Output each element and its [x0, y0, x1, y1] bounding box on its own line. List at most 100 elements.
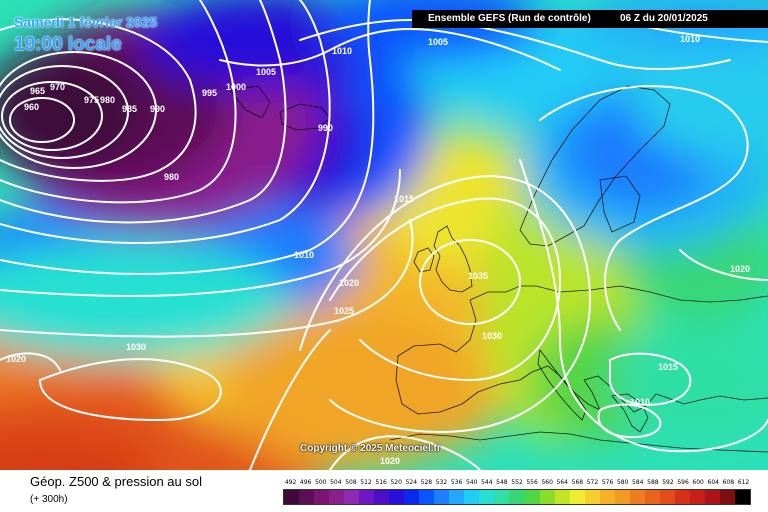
legend-swatch — [494, 490, 510, 504]
legend-swatch — [614, 490, 630, 504]
legend-swatch — [449, 490, 465, 504]
legend-swatch — [539, 490, 555, 504]
legend-swatch — [359, 490, 375, 504]
legend-level-label: 612 — [737, 479, 750, 486]
legend-level-label: 576 — [601, 479, 614, 486]
legend-level-label: 540 — [465, 479, 478, 486]
isobar-label: 995 — [202, 88, 217, 98]
legend-level-label: 520 — [390, 479, 402, 486]
legend-level-label: 588 — [647, 479, 659, 486]
legend-swatch — [389, 490, 405, 504]
legend-swatch — [704, 490, 720, 504]
legend-swatch — [554, 490, 570, 504]
legend-level-label: 552 — [511, 479, 523, 486]
isobar-label: 1030 — [482, 331, 502, 341]
isobar-label: 1020 — [730, 264, 750, 274]
legend-swatch — [464, 490, 480, 504]
legend-swatch — [509, 490, 525, 504]
isobar-label: 960 — [24, 102, 39, 112]
isobar-labels: 1010 1010 1005 1005 1000 995 990 990 985… — [6, 34, 750, 466]
coastlines — [229, 85, 768, 453]
legend-swatch — [299, 490, 315, 504]
legend-swatch — [644, 490, 660, 504]
legend-swatch — [659, 490, 675, 504]
copyright-text: Copyright © 2025 Meteociel.fr — [300, 443, 441, 454]
legend-swatch — [689, 490, 705, 504]
isobar-label: 990 — [318, 123, 333, 133]
legend-level-label: 580 — [616, 479, 629, 486]
legend-swatch — [524, 490, 540, 504]
legend-level-label: 536 — [450, 479, 463, 486]
isobar-label: 1005 — [428, 37, 448, 47]
isobar-label: 970 — [50, 82, 65, 92]
legend-level-label: 548 — [496, 479, 508, 486]
legend-swatch — [569, 490, 585, 504]
legend-swatch — [434, 490, 450, 504]
legend-level-label: 500 — [315, 479, 327, 486]
legend-swatch — [479, 490, 495, 504]
isobar-label: 975 — [84, 95, 99, 105]
legend-level-label: 604 — [707, 479, 719, 486]
isobar-label: 985 — [122, 104, 137, 114]
isobars — [0, 0, 768, 470]
isobar-label: 980 — [100, 95, 115, 105]
isobar-label: 1000 — [226, 82, 246, 92]
legend-level-label: 544 — [481, 479, 493, 486]
legend-level-label: 596 — [677, 479, 689, 486]
forecast-time: 19:00 locale — [14, 34, 122, 55]
legend-level-label: 492 — [284, 479, 297, 486]
isobar-label: 1020 — [339, 278, 359, 288]
legend-swatch — [719, 490, 735, 504]
legend-level-label: 608 — [722, 479, 735, 486]
legend-level-label: 504 — [330, 479, 342, 486]
color-scale-legend — [283, 489, 751, 505]
legend-level-label: 524 — [405, 479, 418, 486]
legend-swatch — [329, 490, 345, 504]
legend-level-label: 564 — [556, 479, 568, 486]
run-info-header: Ensemble GEFS (Run de contrôle) 06 Z du … — [412, 10, 768, 28]
legend-level-label: 528 — [420, 479, 433, 486]
legend-labels: 492 496 500 504 508 512 516 520 524 528 532 536 540 5… — [283, 479, 751, 489]
isobar-label: 965 — [30, 86, 45, 96]
legend-swatch — [314, 490, 330, 504]
isobar-label: 1015 — [394, 194, 414, 204]
legend-swatch — [284, 490, 300, 504]
legend-level-label: 512 — [360, 479, 372, 486]
legend-level-label: 516 — [375, 479, 387, 486]
isobar-label: 1015 — [658, 362, 678, 372]
isobar-label: 1025 — [334, 306, 354, 316]
forecast-map: 1010 1010 1005 1005 1000 995 990 990 985… — [0, 0, 768, 470]
isobar-label: 1010 — [630, 397, 650, 407]
legend-level-label: 532 — [435, 479, 448, 486]
isobar-label: 1005 — [256, 67, 276, 77]
legend-level-label: 584 — [632, 479, 644, 486]
isobar-label: 1030 — [126, 342, 146, 352]
legend-swatch — [674, 490, 690, 504]
isobar-label: 1020 — [380, 456, 400, 466]
footer-bar: Géop. Z500 & pression au sol (+ 300h) 49… — [0, 470, 768, 512]
legend-swatch — [344, 490, 360, 504]
isobar-label: 1035 — [468, 271, 488, 281]
legend-swatch — [374, 490, 390, 504]
legend-swatch — [419, 490, 435, 504]
model-label: Ensemble GEFS (Run de contrôle) — [428, 13, 591, 24]
isobar-label: 990 — [150, 104, 165, 114]
legend-level-label: 568 — [571, 479, 584, 486]
legend-level-label: 556 — [526, 479, 538, 486]
isobar-label: 1010 — [294, 250, 314, 260]
legend-swatch — [599, 490, 615, 504]
legend-swatch — [629, 490, 645, 504]
map-title: Géop. Z500 & pression au sol — [30, 474, 202, 489]
legend-level-label: 496 — [299, 479, 312, 486]
legend-level-label: 560 — [541, 479, 553, 486]
legend-swatch — [584, 490, 600, 504]
run-label: 06 Z du 20/01/2025 — [620, 13, 708, 24]
legend-swatch — [404, 490, 420, 504]
isobar-label: 1010 — [332, 46, 352, 56]
isobar-label: 1020 — [6, 354, 26, 364]
legend-swatch — [734, 490, 750, 504]
lead-time: (+ 300h) — [30, 494, 68, 505]
legend-level-label: 572 — [586, 479, 599, 486]
forecast-date: Samedi 1 février 2025 — [14, 14, 158, 30]
